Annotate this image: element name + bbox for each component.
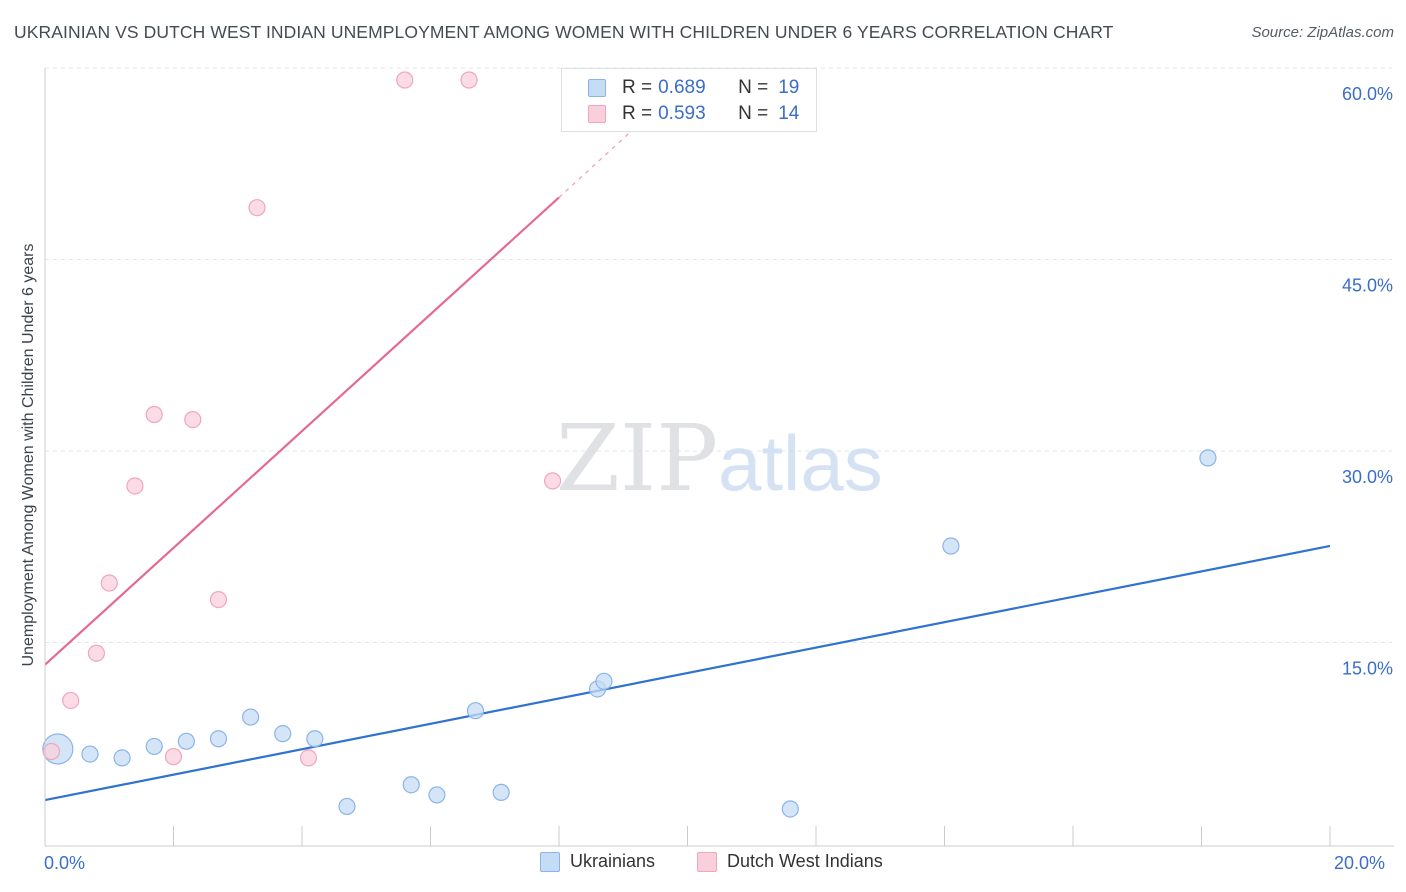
legend-swatch-ukrainians (588, 79, 606, 97)
data-point-ukrainians (942, 537, 960, 555)
r-value: 0.689 (658, 77, 706, 98)
data-point-dutch-west-indians (164, 748, 183, 766)
data-point-ukrainians (781, 800, 799, 818)
n-label: N = (738, 77, 769, 98)
data-point-dutch-west-indians (145, 405, 163, 424)
x-tick-label-min: 0.0% (44, 853, 86, 873)
data-point-ukrainians (113, 749, 131, 767)
watermark-zip: ZIP (556, 405, 718, 512)
gridlines (45, 67, 1392, 643)
data-point-dutch-west-indians (543, 472, 562, 490)
data-point-dutch-west-indians (184, 410, 202, 429)
watermark-atlas: atlas (718, 419, 883, 507)
chart-title: UKRAINIAN VS DUTCH WEST INDIAN UNEMPLOYM… (14, 22, 1114, 42)
data-point-dutch-west-indians (87, 644, 106, 662)
y-tick-label: 30.0% (1342, 467, 1393, 487)
data-point-dutch-west-indians (299, 749, 318, 767)
x-tick-label-max: 20.0% (1334, 853, 1386, 873)
data-point-ukrainians (274, 725, 292, 743)
data-point-ukrainians (428, 786, 446, 804)
y-axis-title: Unemployment Among Women with Children U… (20, 243, 37, 667)
legend-label: Ukrainians (570, 851, 656, 871)
trend-lines (44, 120, 1331, 802)
data-point-ukrainians (1199, 449, 1217, 467)
data-point-ukrainians (209, 730, 228, 748)
legend-row-ukrainians: R = 0.689 N = 19 (588, 76, 799, 100)
data-point-ukrainians (492, 783, 510, 801)
source-label: Source: ZipAtlas.com (1251, 24, 1394, 41)
r-label: R = (622, 103, 653, 124)
data-point-ukrainians (338, 797, 356, 816)
data-point-dutch-west-indians (209, 591, 228, 609)
legend-swatch (540, 851, 560, 872)
trend-line-extension (558, 120, 643, 198)
n-value: 19 (778, 77, 800, 98)
data-point-ukrainians (466, 702, 485, 720)
axes: 15.0% 30.0% 45.0% 60.0% (44, 68, 1394, 847)
y-tick-label: 45.0% (1342, 276, 1393, 296)
data-point-ukrainians (145, 737, 163, 756)
y-tick-label: 15.0% (1342, 659, 1393, 679)
legend-swatch-dutch-west-indians (588, 105, 606, 123)
legend-label: Dutch West Indians (727, 851, 883, 871)
trend-line-dutch-west-indians (44, 196, 560, 666)
data-point-dutch-west-indians (62, 691, 80, 710)
legend-item-dutch-west-indians[interactable]: Dutch West Indians (697, 851, 883, 872)
data-point-dutch-west-indians (42, 742, 61, 761)
legend-item-ukrainians[interactable]: Ukrainians (540, 851, 655, 872)
data-point-ukrainians (81, 745, 99, 763)
watermark: ZIP atlas (556, 405, 883, 512)
correlation-legend: R = 0.689 N = 19 R = 0.593 N = 14 (561, 68, 817, 132)
n-label: N = (738, 103, 769, 124)
n-value: 14 (778, 103, 800, 124)
data-points (42, 71, 1217, 818)
y-tick-label: 60.0% (1342, 84, 1393, 104)
data-point-dutch-west-indians (100, 574, 118, 592)
data-point-ukrainians (595, 672, 613, 690)
data-point-ukrainians (242, 708, 260, 726)
r-value: 0.593 (658, 103, 706, 124)
data-point-ukrainians (402, 776, 420, 794)
r-label: R = (622, 77, 653, 98)
data-point-ukrainians (177, 732, 195, 750)
data-point-dutch-west-indians (248, 199, 266, 217)
trend-line-ukrainians (44, 544, 1331, 802)
data-point-ukrainians (306, 730, 324, 748)
data-point-dutch-west-indians (396, 71, 414, 89)
legend-row-dutch-west-indians: R = 0.593 N = 14 (588, 102, 799, 126)
legend-swatch (697, 851, 717, 872)
data-point-dutch-west-indians (460, 71, 478, 89)
data-point-dutch-west-indians (126, 477, 144, 495)
